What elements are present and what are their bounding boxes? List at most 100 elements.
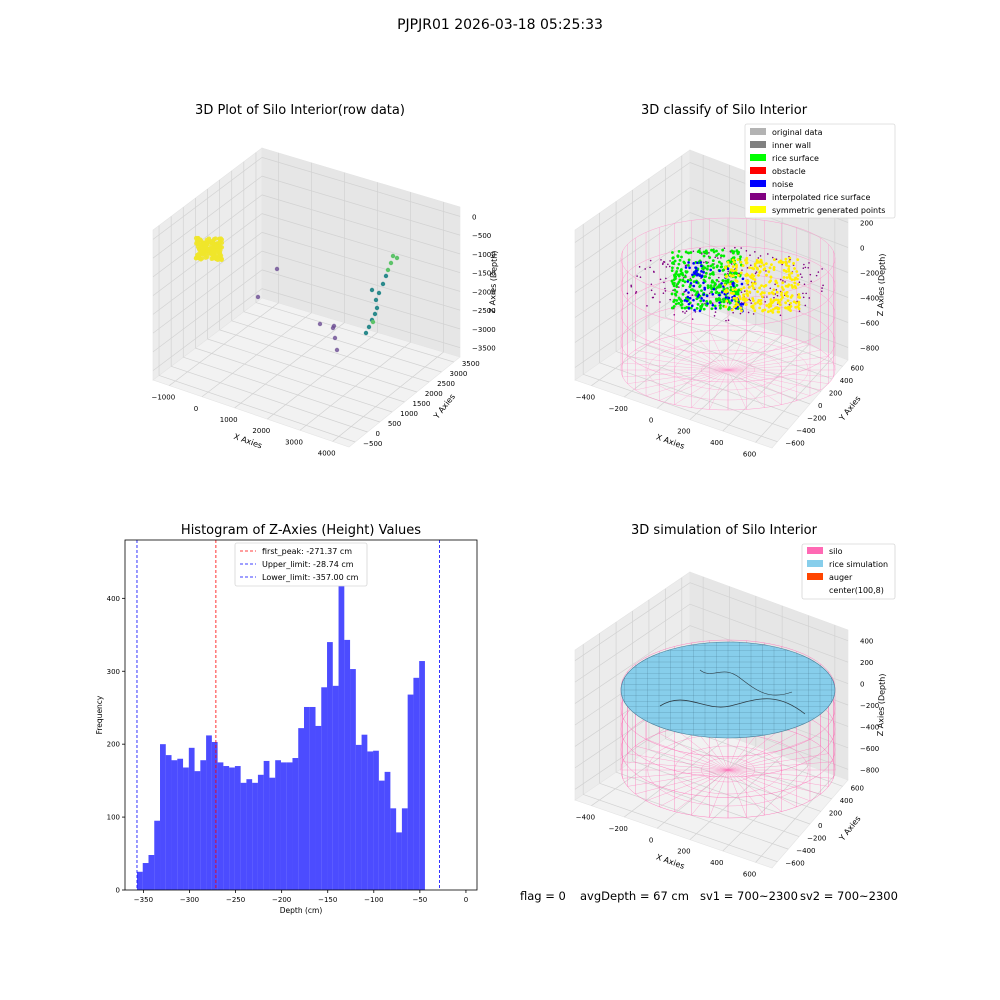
cls-symmetric-point [745, 256, 749, 260]
cls-rice-point [681, 292, 685, 296]
cls-symmetric-point [731, 265, 735, 268]
cls-noise-point [690, 304, 694, 308]
cls-interp-point [764, 300, 767, 303]
cls-legend-swatch [750, 193, 766, 200]
histogram-bar [373, 750, 379, 890]
cls-zgrid [689, 287, 849, 348]
histogram-bar [350, 669, 356, 890]
cls-interp-point [773, 296, 775, 299]
cls-symmetric-point [765, 273, 768, 277]
cls-legend-box [744, 123, 896, 219]
histogram-bar [171, 760, 178, 890]
histogram-bar [183, 767, 189, 890]
cls-noise-point [731, 282, 734, 286]
raw-zgrid [261, 157, 461, 217]
histogram-bar [160, 744, 166, 890]
raw-point-yellow [218, 253, 224, 258]
raw-xtick-label: 2000 [252, 427, 270, 435]
cls-symmetric-point [756, 300, 760, 304]
cls-rice-point [677, 250, 681, 253]
cls-rice-point [722, 268, 726, 272]
cls-rice-point [708, 300, 712, 304]
cls-rice-point [699, 299, 703, 303]
cls-interp-point [662, 262, 664, 264]
raw-zgrid [261, 232, 461, 292]
cls-symmetric-point [763, 267, 767, 271]
histogram-bar [303, 706, 310, 890]
raw-xtick-label: 4000 [318, 449, 336, 457]
cls-interp-point [636, 275, 638, 277]
cls-symmetric-point [764, 262, 768, 266]
cls-symmetric-point [774, 306, 777, 310]
raw-zgrid-left [152, 288, 263, 371]
histogram-bar [280, 762, 287, 890]
cls-xtick-label: 600 [743, 450, 756, 458]
cls-rice-point [677, 301, 681, 305]
cls-symmetric-point [756, 290, 760, 294]
cls-rice-point [677, 296, 681, 300]
cls-symmetric-point [789, 301, 793, 305]
histogram-bar [327, 642, 333, 890]
sim-xtick-label: −400 [576, 814, 595, 822]
sim-xtick-label: 400 [710, 859, 723, 867]
cls-rice-point [689, 251, 693, 254]
histogram-xtick-label: −150 [318, 896, 337, 904]
cls-noise-point [696, 295, 700, 298]
cls-noise-point [739, 303, 743, 306]
cls-rice-point [710, 290, 714, 294]
cls-noise-point [720, 282, 723, 285]
sim-legend: silo rice simulation auger center(100,8) [801, 543, 896, 600]
histogram-bar [275, 760, 281, 890]
sim-ztick-label: −800 [860, 766, 879, 774]
cls-symmetric-point [792, 262, 795, 265]
histogram-bar [252, 782, 258, 890]
histogram-bar [206, 735, 212, 890]
cls-rice-point [677, 274, 681, 278]
cls-interp-point [801, 276, 803, 278]
cls-symmetric-point [780, 285, 784, 289]
raw-point-yellow [200, 250, 206, 255]
cls-symmetric-point [769, 309, 773, 313]
cls-noise-point [703, 288, 707, 291]
cls-symmetric-point [723, 283, 727, 287]
cls-interp-point [665, 266, 668, 268]
histogram-bar [200, 760, 207, 890]
raw-ygrid [171, 366, 368, 433]
cls-interp-point [634, 292, 637, 294]
cls-interp-point [746, 267, 749, 269]
cls-symmetric-point [730, 308, 734, 312]
raw-point-purple [334, 347, 340, 353]
cls-noise-point [699, 261, 703, 264]
cls-symmetric-point [745, 261, 749, 265]
raw-point-yellow [205, 254, 210, 260]
histogram-xtick-label: −250 [226, 896, 245, 904]
cls-symmetric-point [791, 286, 794, 289]
cls-rice-point [696, 250, 700, 254]
cls-legend-swatch [750, 167, 766, 174]
cls-symmetric-point [781, 281, 785, 285]
cls-rice-point [718, 306, 722, 310]
cls-zaxis-label: Z Axies (Depth) [876, 253, 887, 316]
sim-zgrid-left [574, 582, 691, 662]
cls-rice-point [715, 249, 718, 253]
cls-rice-point [680, 303, 684, 306]
histogram-xaxis-label: Depth (cm) [280, 906, 323, 915]
cls-rice-point [719, 304, 722, 307]
cls-noise-point [709, 268, 712, 272]
cls-symmetric-point [729, 291, 733, 295]
cls-rice-point [714, 297, 718, 301]
cls-noise-point [693, 272, 697, 275]
cls-symmetric-point [757, 260, 761, 264]
cls-rice-point [729, 285, 733, 289]
cls-noise-point [726, 267, 730, 271]
sim-legend-swatch [807, 547, 823, 554]
raw-ztick-label: −1500 [472, 270, 496, 278]
cls-interp-point [639, 276, 642, 278]
cls-interp-point [754, 272, 757, 275]
raw-ztick-label: −2000 [472, 288, 496, 296]
histogram-xtick-label: −50 [412, 896, 427, 904]
cls-ztick-label: −600 [860, 320, 879, 328]
raw-point-teal [376, 290, 382, 296]
cls-symmetric-point [760, 284, 763, 288]
cls-symmetric-point [724, 290, 728, 294]
